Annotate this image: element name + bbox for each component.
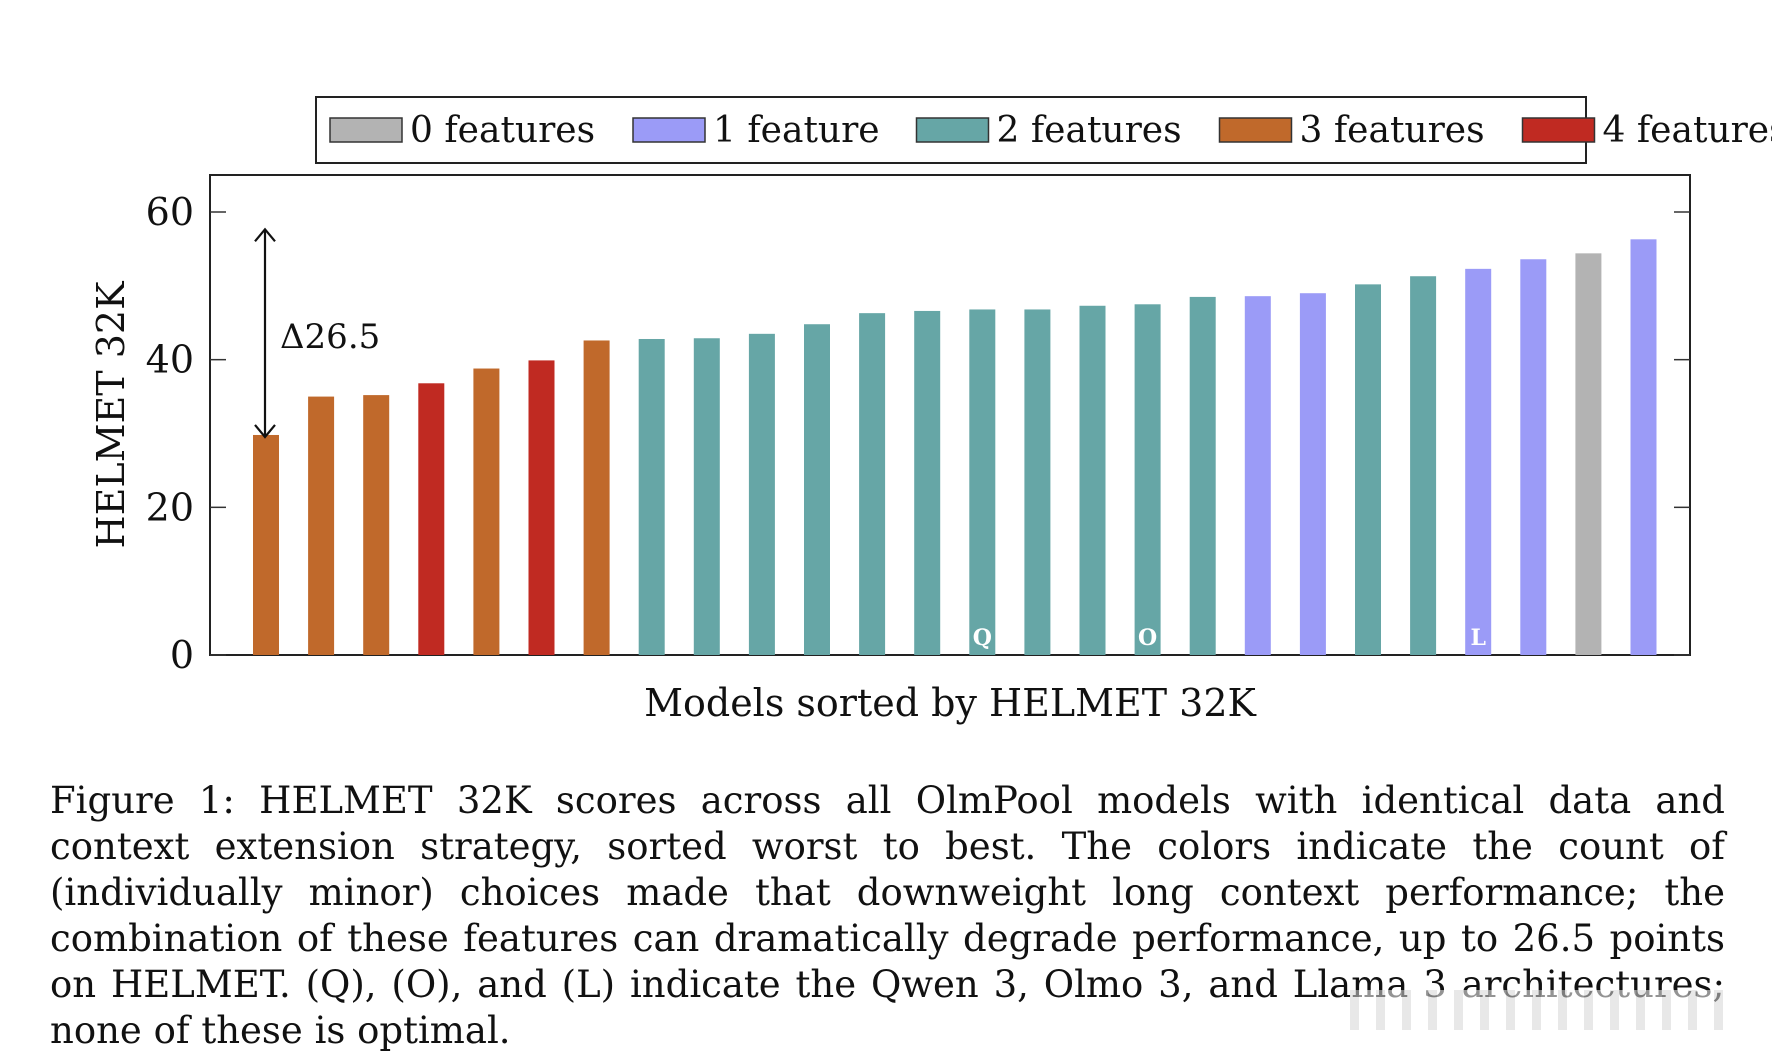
legend-label: 3 features [1300,110,1485,151]
legend-label: 0 features [410,110,595,151]
legend-label: 4 features [1603,110,1772,151]
legend-label: 1 feature [713,110,880,151]
bar [638,338,665,655]
delta-label: Δ26.5 [280,317,380,357]
bar [748,333,775,655]
bar [804,324,830,655]
legend-swatch [329,117,403,143]
plot-area [209,174,1691,656]
watermark [1350,990,1730,1030]
y-axis: 0 20 40 60 [146,190,1690,677]
bar-chart: 0 features 1 feature 2 features 3 features 4… [89,96,1772,725]
bar [1244,296,1271,655]
bar [1134,304,1161,655]
y-tick-label: 60 [146,190,194,234]
bar [363,395,390,655]
bar [473,368,500,655]
bar [1575,253,1602,655]
legend: 0 features 1 feature 2 features 3 features 4… [315,96,1772,164]
bar [1520,259,1547,655]
bar [1630,239,1657,655]
bar [1299,293,1326,655]
bar-marker-o: O [1138,625,1157,651]
legend-swatch [1521,117,1596,143]
bar [1189,296,1216,655]
bar-marker-q: Q [973,625,992,651]
delta-arrow-head-top [254,227,276,243]
bar [859,313,886,655]
legend-swatch [1218,117,1293,143]
bar [528,360,555,655]
bar [1355,284,1381,655]
y-tick-label: 0 [170,633,194,677]
x-axis-label: Models sorted by HELMET 32K [644,681,1256,725]
legend-swatch [632,117,706,143]
bar [1079,305,1106,655]
bar [583,340,610,655]
bar [418,383,445,655]
figure-caption: Figure 1: HELMET 32K scores across all O… [50,779,1725,1052]
bar [1024,309,1051,655]
bar-marker-l: L [1470,625,1485,651]
delta-annotation: Δ26.5 [254,227,380,439]
y-tick-label: 40 [146,338,194,382]
bar [693,338,720,655]
bar [1465,268,1492,655]
bar [914,310,941,655]
y-tick-label: 20 [146,485,194,529]
bar [253,434,279,655]
bar [308,396,335,655]
delta-arrow-head-bottom [254,424,276,439]
legend-label: 2 features [997,110,1182,151]
y-axis-label: HELMET 32K [89,281,133,549]
bar [969,309,996,655]
bar [1410,276,1437,655]
legend-swatch [915,117,990,143]
